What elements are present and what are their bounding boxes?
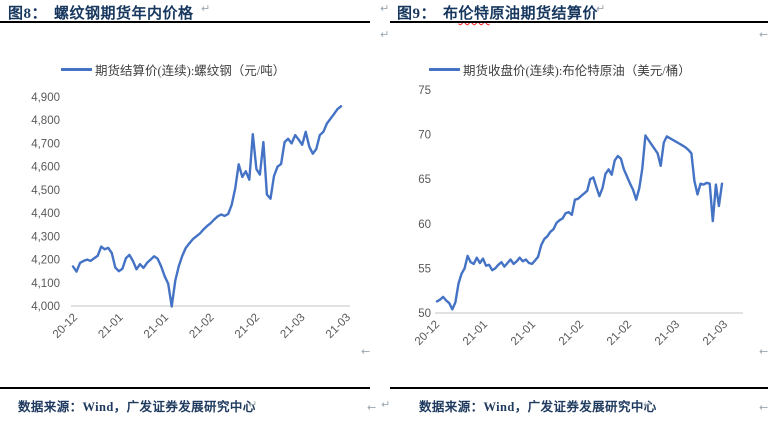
y-axis-tick-label: 4,200: [31, 255, 60, 267]
figure9-legend-label: 期货收盘价(连续):布伦特原油（美元/桶）: [463, 64, 691, 78]
y-axis-tick-label: 4,300: [31, 231, 60, 243]
line-break-mark: ↵: [596, 2, 606, 15]
y-axis-tick-label: 4,000: [31, 301, 60, 313]
x-axis-tick-label: 21-03: [324, 312, 353, 341]
line-break-mark: ↵: [643, 398, 653, 411]
line-break-mark: ↵: [248, 398, 258, 411]
figure8-title-text: 螺纹钢期货年内价格: [54, 6, 194, 22]
x-axis-tick-label: 20-12: [413, 319, 442, 348]
figure9-title-text-2: 原油期货结算价: [489, 6, 599, 22]
figure9-title: 图9： 布伦特原油期货结算价: [397, 2, 599, 22]
y-axis-tick-label: 4,100: [31, 278, 60, 290]
y-axis-tick-label: 4,500: [31, 185, 60, 197]
figure9-title-underline: [390, 21, 768, 24]
y-axis-tick-label: 60: [418, 219, 431, 231]
figure9-title-misspelled-word: 伦特: [458, 6, 490, 22]
figure9-title-text-1: 布: [443, 6, 459, 22]
left-arrow-mark: ←: [367, 401, 377, 414]
figure9-legend-line-swatch: [429, 67, 460, 72]
x-axis-tick-label: 20-12: [51, 312, 80, 341]
figure8-legend-label: 期货结算价(连续):螺纹钢（元/吨）: [95, 64, 286, 78]
left-arrow-mark: ←: [759, 401, 769, 414]
x-axis-tick-label: 21-01: [142, 312, 171, 341]
y-axis-tick-label: 75: [418, 85, 431, 97]
price-series-line: [71, 105, 343, 308]
line-break-mark: ↵: [380, 2, 390, 15]
x-axis-tick-label: 21-02: [605, 319, 634, 348]
y-axis-tick-label: 55: [418, 263, 431, 275]
y-axis-tick-label: 4,900: [31, 92, 60, 104]
left-arrow-mark: ←: [759, 345, 769, 358]
figure9-source-divider: [390, 387, 768, 389]
y-axis-tick-label: 4,400: [31, 208, 60, 220]
x-axis-tick-label: 21-02: [233, 312, 262, 341]
line-break-mark: ↵: [380, 28, 390, 41]
y-axis-tick-label: 4,600: [31, 162, 60, 174]
x-axis-tick-label: 21-02: [557, 319, 586, 348]
figure8-legend: 期货结算价(连续):螺纹钢（元/吨）: [61, 60, 285, 79]
figure8-source-divider: [0, 387, 370, 389]
figure8-legend-line-swatch: [61, 67, 92, 72]
figure8-title: 图8： 螺纹钢期货年内价格: [8, 2, 194, 22]
figure9-source: 数据来源：Wind，广发证券发展研究中心: [419, 400, 657, 414]
line-break-mark: ↵: [381, 398, 391, 411]
figure8-title-underline: [0, 21, 370, 24]
figure9-legend: 期货收盘价(连续):布伦特原油（美元/桶）: [429, 60, 691, 79]
figure8-source: 数据来源：Wind，广发证券发展研究中心: [18, 400, 256, 414]
y-axis-tick-label: 4,700: [31, 138, 60, 150]
price-series-line: [435, 134, 724, 311]
rebar-futures-line-chart: 4,900 4,800 4,700 4,600 4,500 4,400 4,300 4,200…: [31, 92, 353, 341]
left-arrow-mark: ←: [759, 28, 769, 41]
figure8-label: 图8：: [8, 6, 48, 22]
x-axis-tick-label: 21-02: [187, 312, 216, 341]
x-axis-tick-label: 21-03: [278, 312, 307, 341]
x-axis-tick-label: 21-03: [701, 319, 730, 348]
y-axis-tick-label: 65: [418, 174, 431, 186]
line-break-mark: ↵: [201, 2, 211, 15]
x-axis-tick-label: 21-03: [653, 319, 682, 348]
y-axis-tick-label: 70: [418, 130, 431, 142]
y-axis-tick-label: 4,800: [31, 115, 60, 127]
x-axis-tick-label: 21-01: [96, 312, 125, 341]
figure9-label: 图9：: [397, 6, 437, 22]
left-arrow-mark: ←: [361, 345, 371, 358]
y-axis-tick-label: 50: [418, 308, 431, 320]
x-axis-tick-label: 21-01: [509, 319, 538, 348]
x-axis-tick-label: 21-01: [461, 319, 490, 348]
